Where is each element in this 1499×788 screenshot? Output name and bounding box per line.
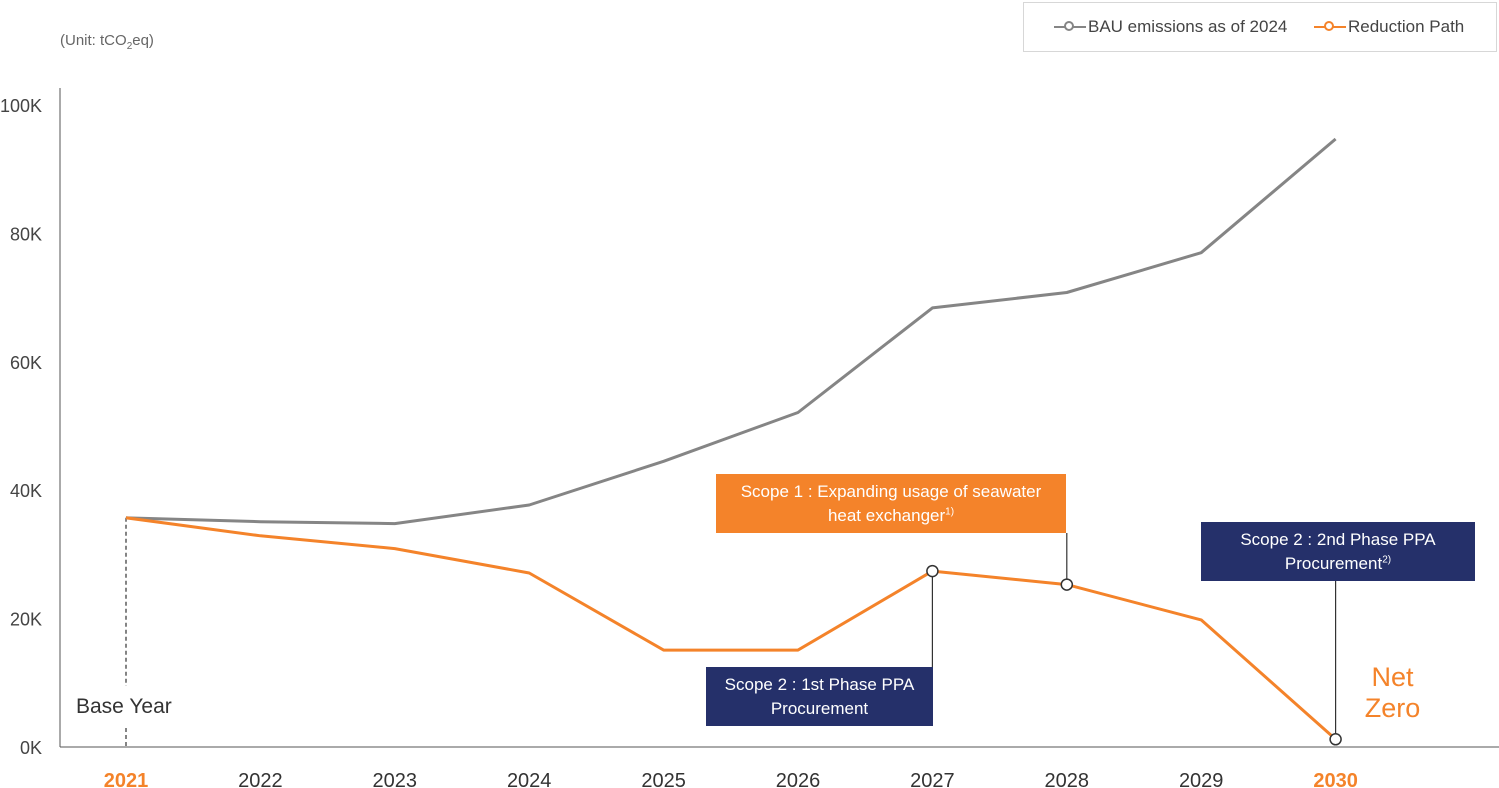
base-year-label: Base Year [76,695,172,718]
legend-label-reduction: Reduction Path [1348,17,1465,36]
data-point-marker [926,564,939,578]
y-tick-label: 20K [10,610,42,630]
annotation-scope2-second-phase: Scope 2 : 2nd Phase PPA Procurement2) [1201,522,1475,581]
y-tick-label: 40K [10,481,42,501]
x-tick-label: 2023 [373,770,418,788]
x-tick-label: 2024 [507,770,552,788]
x-tick-label: 2025 [641,770,686,788]
x-tick-label: 2026 [776,770,821,788]
annotation-scope1: Scope 1 : Expanding usage of seawater he… [716,474,1066,533]
legend-item-reduction: Reduction Path [1314,3,1464,51]
data-point-marker [1060,578,1074,591]
y-tick-label: 0K [20,738,42,758]
legend-label-bau: BAU emissions as of 2024 [1088,17,1288,36]
annotation-scope2-first-phase: Scope 2 : 1st Phase PPA Procurement [706,667,933,726]
legend-marker-reduction [1314,20,1346,34]
x-tick-label: 2029 [1179,770,1224,788]
net-zero-label: Net Zero [1364,662,1421,723]
y-tick-label: 60K [10,353,42,373]
x-tick-label: 2021 [104,770,149,788]
x-tick-label: 2030 [1313,770,1358,788]
data-point-marker [1329,733,1342,746]
series-line-bau [125,137,1337,526]
unit-label: (Unit: tCO2eq) [60,32,154,52]
y-tick-label: 80K [10,224,42,244]
series-line-reduction [125,516,1337,741]
x-tick-label: 2028 [1045,770,1090,788]
legend-marker-bau [1054,20,1086,34]
x-tick-label: 2022 [238,770,283,788]
chart-legend: BAU emissions as of 2024 Reduction Path [1023,2,1497,52]
x-tick-label: 2027 [910,770,955,788]
y-tick-label: 100K [0,96,42,116]
legend-item-bau: BAU emissions as of 2024 [1054,3,1287,51]
